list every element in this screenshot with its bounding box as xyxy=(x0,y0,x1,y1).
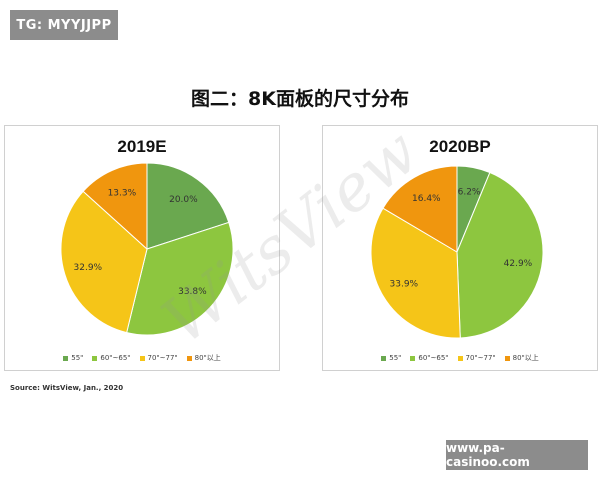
legend-swatch xyxy=(504,355,510,361)
slice-80 xyxy=(82,162,148,251)
legend-swatch xyxy=(381,355,387,361)
site-badge: www.pa-casinoo.com xyxy=(446,440,588,470)
legend-label: 80"以上 xyxy=(194,354,221,362)
data-label-70-77: 33.9% xyxy=(390,280,419,290)
legend-label: 55" xyxy=(389,354,402,362)
legend-label: 80"以上 xyxy=(512,354,539,362)
slice-70-77 xyxy=(370,207,461,339)
data-label-70-77: 32.9% xyxy=(74,263,103,273)
legend-label: 55" xyxy=(71,354,84,362)
legend-swatch xyxy=(139,355,145,361)
legend-label: 70"~77" xyxy=(465,354,496,362)
legend-item-70-77: 70"~77" xyxy=(139,353,178,363)
legend-swatch xyxy=(92,355,98,361)
chart-title: 2020BP xyxy=(429,137,491,156)
legend-item-60-65: 60"~65" xyxy=(410,353,449,363)
legend-item-80: 80"以上 xyxy=(186,353,221,363)
legend-item-55: 55" xyxy=(381,353,401,363)
legend-swatch xyxy=(186,355,192,361)
legend-item-70-77: 70"~77" xyxy=(457,353,496,363)
data-label-80: 13.3% xyxy=(108,188,137,198)
figure-title: 图二：8K面板的尺寸分布 xyxy=(191,88,409,110)
slice-60-65 xyxy=(456,171,544,339)
data-label-55: 20.0% xyxy=(169,195,198,205)
pie-chart-2019e: 20.0% 33.8% 32.9% 13.3% xyxy=(60,162,234,336)
chart-title: 2019E xyxy=(117,137,167,156)
legend-label: 60"~65" xyxy=(100,354,131,362)
legend-swatch xyxy=(457,355,463,361)
legend-swatch xyxy=(410,355,416,361)
chart-panel-2019e: 2019E 20.0% 33.8% 32.9% 13.3% 55" 60"~65" 7… xyxy=(4,125,280,371)
slice-55 xyxy=(146,162,230,250)
legend-label: 60"~65" xyxy=(418,354,449,362)
source-note: Source: WitsView, Jan., 2020 xyxy=(10,384,124,392)
slice-70-77 xyxy=(60,190,148,334)
slice-60-65 xyxy=(126,221,234,336)
data-label-60-65: 33.8% xyxy=(178,287,207,297)
chart-panel-2020bp: 2020BP 6.2% 42.9% 33.9% 16.4% 55" 60"~65" 7… xyxy=(322,125,598,371)
data-label-60-65: 42.9% xyxy=(504,259,533,269)
legend-item-55: 55" xyxy=(63,353,83,363)
legend: 55" 60"~65" 70"~77" 80"以上 xyxy=(5,353,279,363)
legend: 55" 60"~65" 70"~77" 80"以上 xyxy=(323,353,597,363)
slice-80 xyxy=(382,165,458,253)
legend-item-60-65: 60"~65" xyxy=(92,353,131,363)
legend-item-80: 80"以上 xyxy=(504,353,539,363)
pie-chart-2020bp: 6.2% 42.9% 33.9% 16.4% xyxy=(370,165,544,339)
legend-swatch xyxy=(63,355,69,361)
data-label-55: 6.2% xyxy=(458,187,481,197)
data-label-80: 16.4% xyxy=(412,194,441,204)
tg-badge: TG: MYYJJPP xyxy=(10,10,118,40)
legend-label: 70"~77" xyxy=(147,354,178,362)
